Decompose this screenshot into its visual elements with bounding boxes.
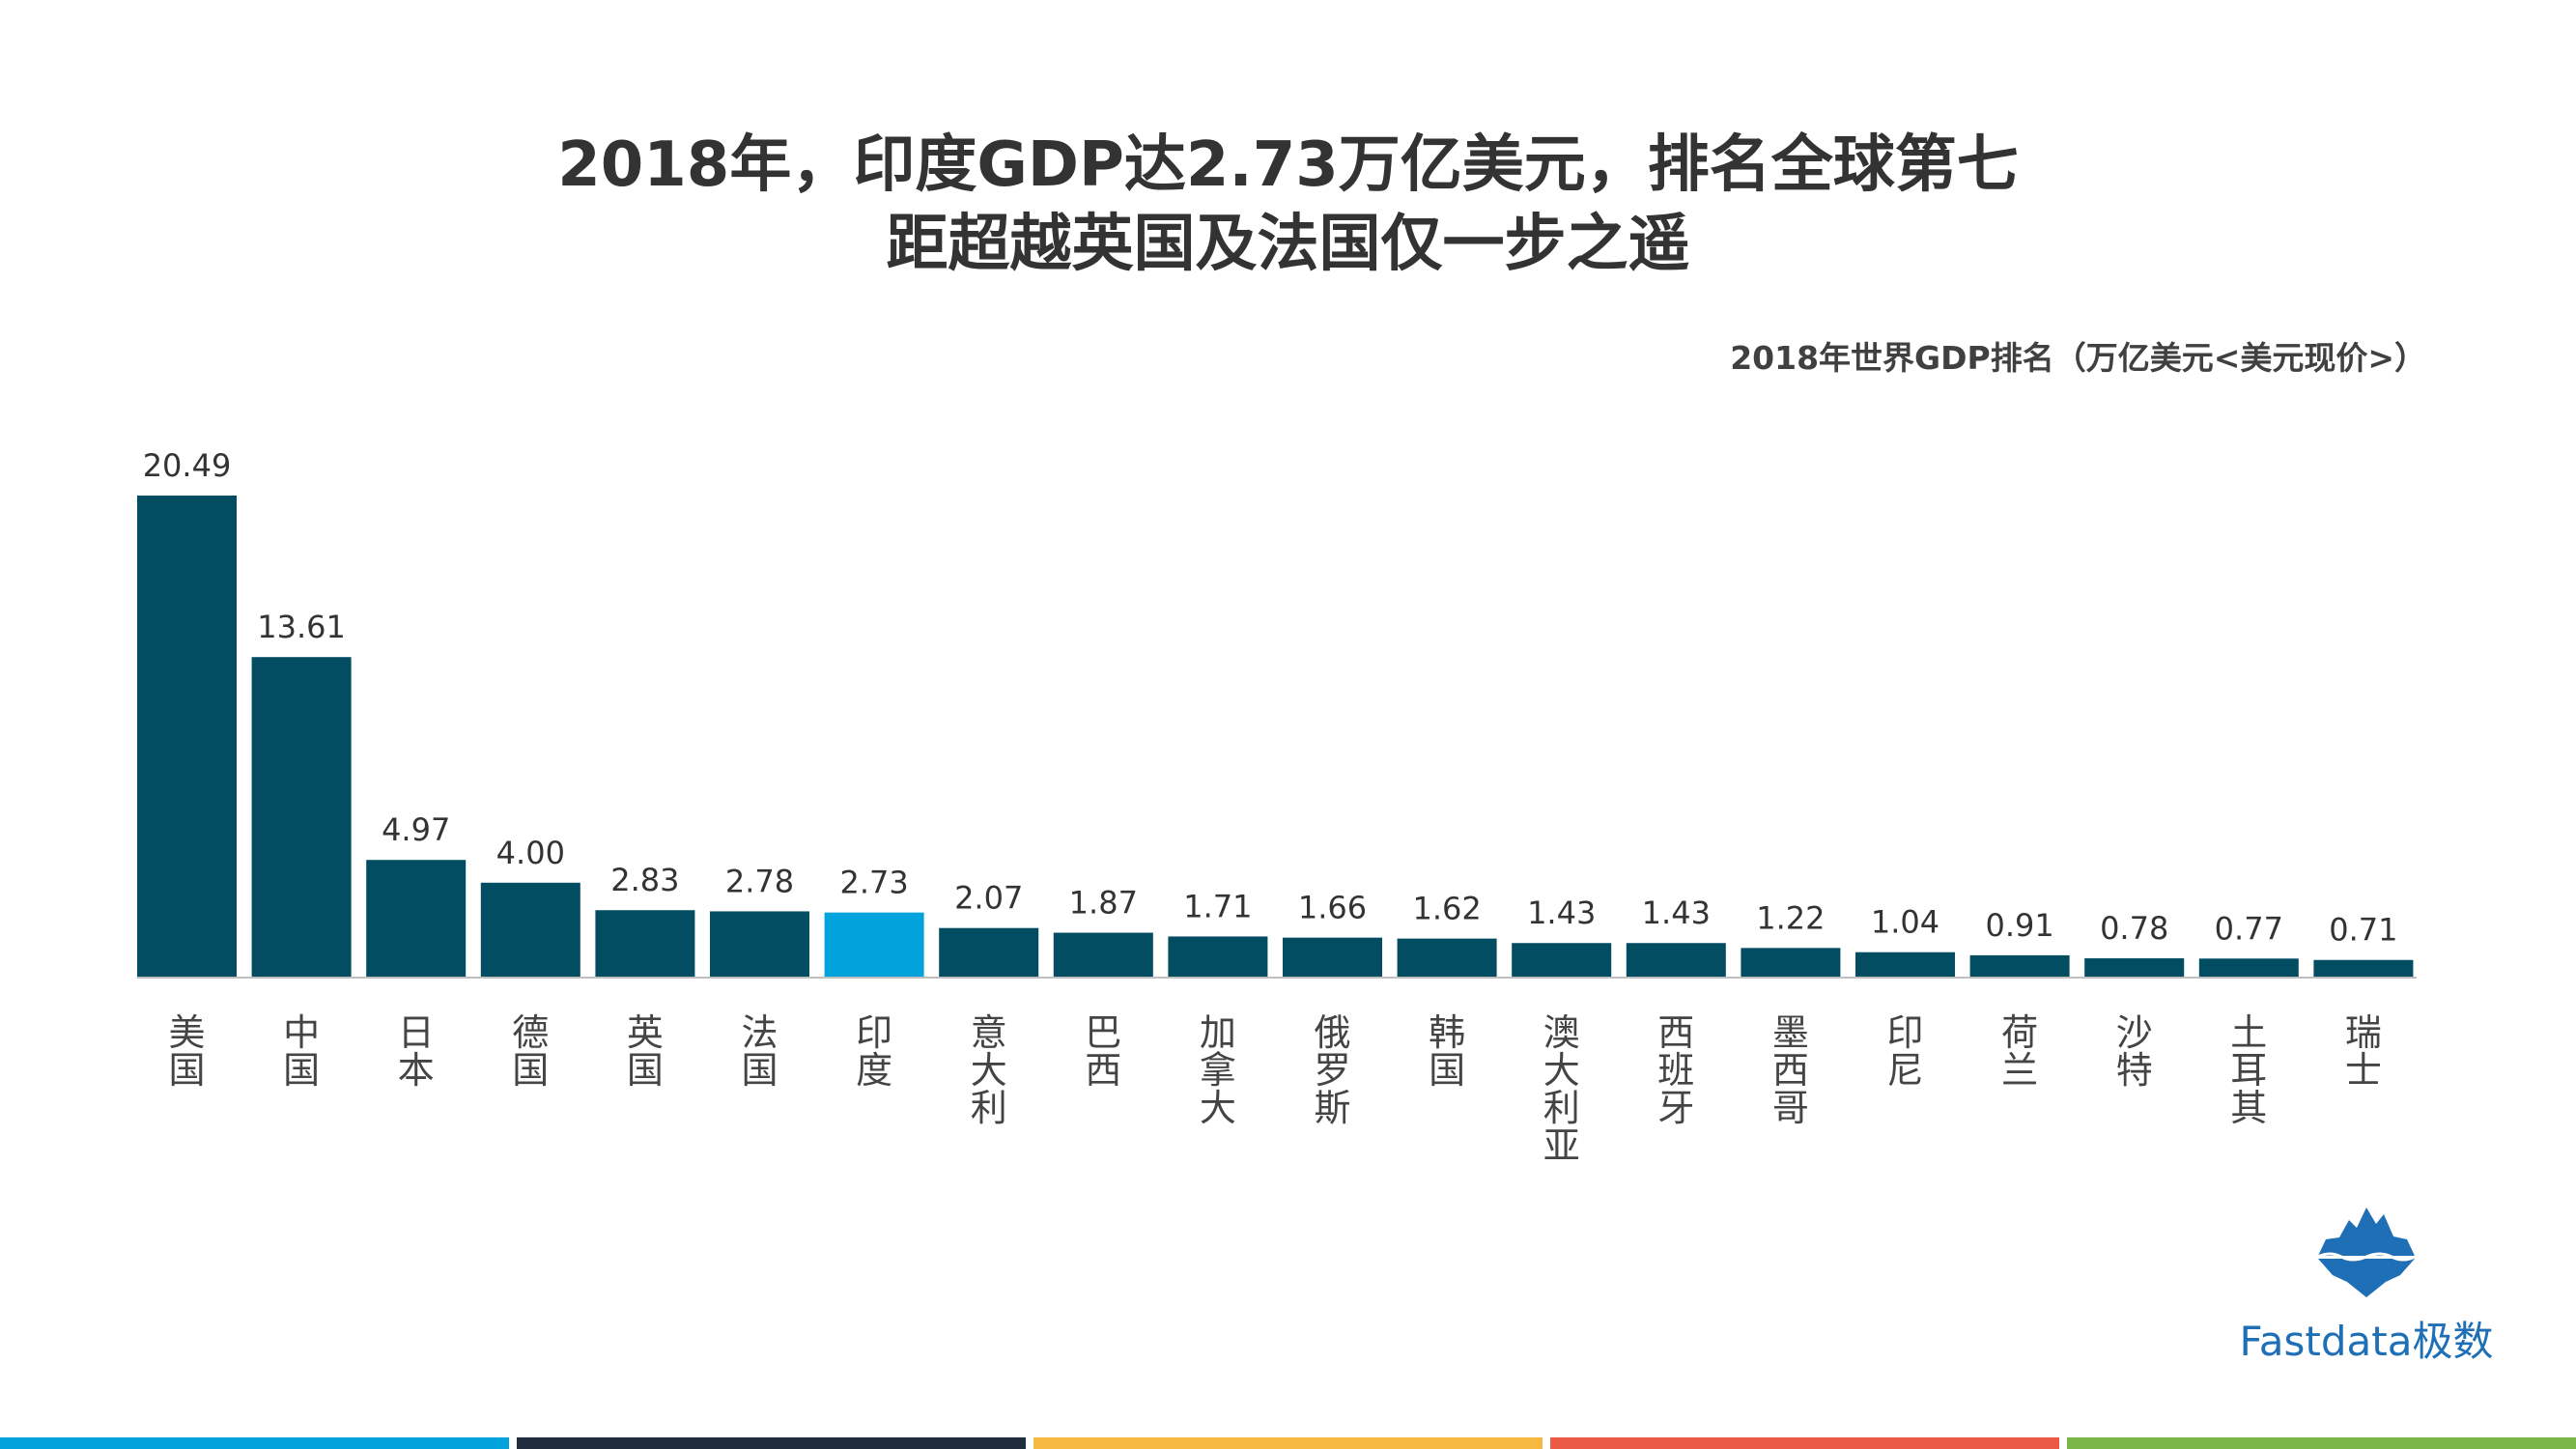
category-label-10: 加拿大 — [1200, 1011, 1236, 1129]
value-label-8: 2.07 — [954, 880, 1023, 917]
value-label-10: 1.71 — [1183, 888, 1252, 924]
category-label-4: 德国 — [512, 1011, 549, 1092]
bar-10 — [1168, 936, 1268, 977]
value-label-18: 0.78 — [2100, 910, 2168, 947]
value-label-2: 13.61 — [257, 609, 346, 645]
bar-3 — [366, 860, 467, 977]
bar-6 — [710, 911, 809, 977]
bar-chart: 20.49 13.61 4.97 4.00 2.83 2.78 2.73 2.07 1.87 1.… — [137, 447, 2417, 1167]
category-label-6: 法国 — [741, 1011, 778, 1092]
footer-segment-4 — [1550, 1437, 2059, 1449]
iceberg-icon — [2317, 1208, 2416, 1297]
bar-8 — [939, 927, 1039, 977]
bar-1 — [137, 496, 237, 977]
category-label-18: 沙特 — [2116, 1011, 2153, 1092]
category-label-16: 印尼 — [1886, 1011, 1923, 1092]
bar-20 — [2313, 959, 2414, 977]
category-label-2: 中国 — [283, 1011, 320, 1092]
category-label-14: 西班牙 — [1657, 1011, 1694, 1129]
category-label-7: 印度 — [856, 1011, 892, 1092]
category-label-13: 澳大利亚 — [1543, 1011, 1580, 1167]
category-label-8: 意大利 — [971, 1011, 1007, 1129]
category-label-3: 日本 — [398, 1011, 435, 1092]
category-label-5: 英国 — [627, 1011, 664, 1092]
bar-17 — [1969, 954, 2070, 977]
value-labels-group: 20.49 13.61 4.97 4.00 2.83 2.78 2.73 2.07 1.87 1.… — [143, 447, 2398, 949]
value-label-1: 20.49 — [143, 447, 232, 484]
bar-11 — [1283, 937, 1382, 977]
category-label-9: 巴西 — [1085, 1011, 1121, 1092]
bar-15 — [1741, 948, 1841, 977]
value-label-12: 1.62 — [1412, 891, 1481, 927]
title-line-1: 2018年，印度GDP达2.73万亿美元，排名全球第七 — [557, 129, 2019, 201]
value-label-11: 1.66 — [1298, 890, 1367, 926]
logo-text: Fastdata极数 — [2239, 1318, 2494, 1365]
value-label-6: 2.78 — [725, 863, 794, 899]
footer-segment-1 — [0, 1437, 509, 1449]
bar-18 — [2084, 958, 2185, 977]
title-line-2: 距超越英国及法国仅一步之遥 — [886, 209, 1690, 280]
category-label-15: 墨西哥 — [1772, 1011, 1809, 1129]
value-label-4: 4.00 — [496, 835, 565, 871]
bar-16 — [1855, 952, 1955, 977]
footer-segment-3 — [1033, 1437, 1543, 1449]
footer-segment-2 — [517, 1437, 1026, 1449]
bar-7 — [824, 912, 924, 977]
bars-group — [137, 496, 2414, 977]
bar-14 — [1626, 943, 1726, 977]
chart-title: 2018年，印度GDP达2.73万亿美元，排名全球第七 距超越英国及法国仅一步之… — [0, 126, 2576, 284]
category-label-11: 俄罗斯 — [1314, 1011, 1350, 1129]
bar-2 — [251, 657, 352, 977]
bar-4 — [480, 882, 580, 977]
bar-12 — [1397, 938, 1497, 977]
value-label-7: 2.73 — [839, 865, 908, 901]
value-label-15: 1.22 — [1756, 899, 1825, 936]
bar-19 — [2198, 958, 2299, 977]
category-label-1: 美国 — [168, 1011, 205, 1092]
value-label-14: 1.43 — [1642, 895, 1711, 931]
value-label-19: 0.77 — [2215, 910, 2283, 947]
chart-subtitle: 2018年世界GDP排名（万亿美元<美元现价>） — [1730, 339, 2426, 377]
bar-5 — [595, 910, 695, 977]
value-label-20: 0.71 — [2329, 912, 2397, 949]
value-label-5: 2.83 — [610, 862, 679, 898]
value-label-9: 1.87 — [1069, 885, 1138, 922]
category-label-20: 瑞士 — [2345, 1011, 2382, 1092]
category-label-19: 土耳其 — [2230, 1011, 2267, 1129]
brand-logo: Fastdata极数 — [2222, 1203, 2511, 1377]
footer-segment-5 — [2067, 1437, 2576, 1449]
value-label-3: 4.97 — [382, 811, 450, 848]
bar-9 — [1053, 932, 1153, 977]
category-label-12: 韩国 — [1429, 1011, 1465, 1092]
footer-color-strip — [0, 1437, 2576, 1449]
bar-13 — [1512, 943, 1612, 977]
value-label-16: 1.04 — [1871, 904, 1939, 941]
category-label-17: 荷兰 — [2001, 1011, 2038, 1092]
value-label-13: 1.43 — [1527, 895, 1596, 931]
value-label-17: 0.91 — [1985, 907, 2053, 944]
